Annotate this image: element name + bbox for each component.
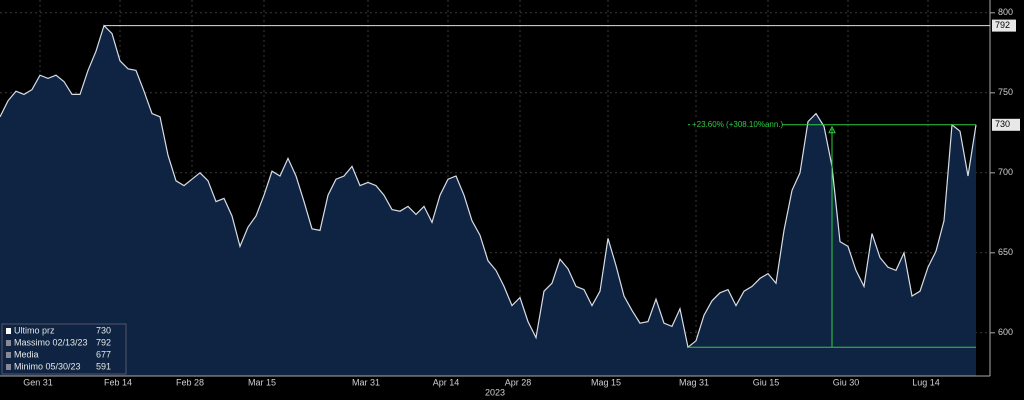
y-tick-label: 650 [998, 247, 1013, 257]
legend-label: Ultimo prz [14, 325, 55, 335]
line [0, 24, 977, 349]
legend-value: 591 [96, 361, 111, 371]
legend-marker [6, 352, 11, 358]
max-box [992, 19, 1016, 32]
area [0, 25, 976, 376]
legend-label: Minimo 05/30/23 [14, 361, 81, 371]
last-box [992, 118, 1020, 131]
legend-marker [6, 328, 11, 334]
legend-value: 677 [96, 349, 111, 359]
x-tick-label: Mag 15 [591, 377, 621, 387]
legend-label: Massimo 02/13/23 [14, 337, 88, 347]
x-tick-label: Apr 28 [505, 377, 532, 387]
x-tick-label: Giu 15 [753, 377, 780, 387]
y-tick-label: 600 [998, 327, 1013, 337]
legend-marker [6, 340, 11, 346]
legend-marker [6, 364, 11, 370]
legend-value: 730 [96, 325, 111, 335]
legend-label: Media [14, 349, 39, 359]
x-axis-label: 2023 [485, 387, 505, 397]
legend-box [1, 323, 127, 375]
legend-value: 792 [96, 337, 111, 347]
x-tick-label: Giu 30 [833, 377, 860, 387]
x-tick-label: Mar 31 [352, 377, 380, 387]
x-tick-label: Apr 14 [433, 377, 460, 387]
change-label-bg [690, 118, 782, 130]
x-tick-label: Feb 28 [176, 377, 204, 387]
x-tick-label: Mag 31 [679, 377, 709, 387]
change-arrow [828, 125, 836, 134]
last-box-label: 730 [995, 119, 1010, 129]
y-tick-label: 750 [998, 87, 1013, 97]
max-box-label: 792 [995, 20, 1010, 30]
y-tick-label: 800 [998, 7, 1013, 17]
x-tick-label: Lug 14 [912, 377, 940, 387]
x-tick-label: Mar 15 [248, 377, 276, 387]
change-label: +23.60% (+308.10%ann.) [692, 120, 784, 129]
x-tick-label: Feb 14 [104, 377, 132, 387]
x-tick-label: Gen 31 [23, 377, 53, 387]
y-tick-label: 700 [998, 167, 1013, 177]
